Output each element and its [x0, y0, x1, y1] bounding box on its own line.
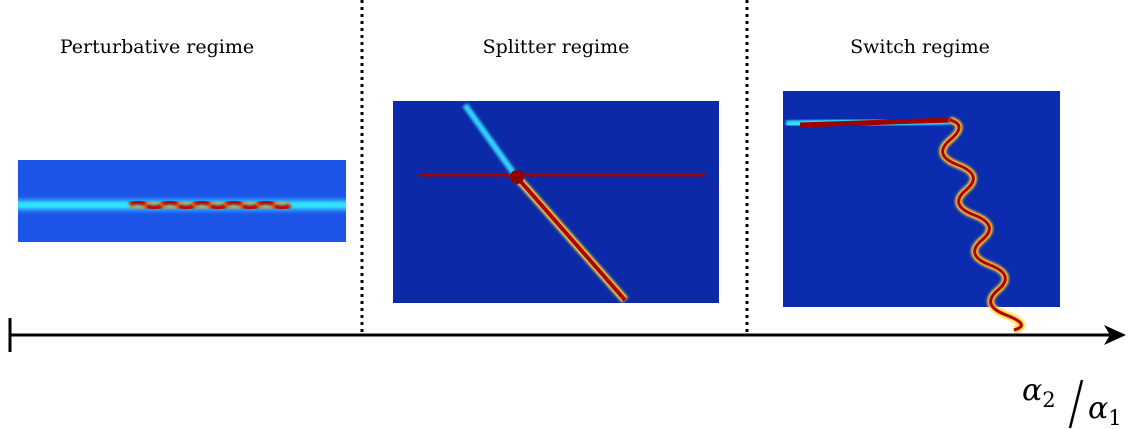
fraction-slash [1068, 379, 1084, 429]
axis-arrow [1104, 325, 1126, 345]
regime-label: Splitter regime [483, 36, 630, 58]
switch-image [783, 91, 1060, 334]
regime-label: Switch regime [850, 36, 990, 58]
splitter-image [393, 101, 719, 303]
denominator: α1 [1088, 391, 1122, 429]
regime-label: Perturbative regime [60, 36, 254, 58]
perturbative-image [18, 160, 346, 242]
numerator: α2 [1022, 373, 1056, 412]
axis-label: α2 α1 [1022, 373, 1122, 429]
